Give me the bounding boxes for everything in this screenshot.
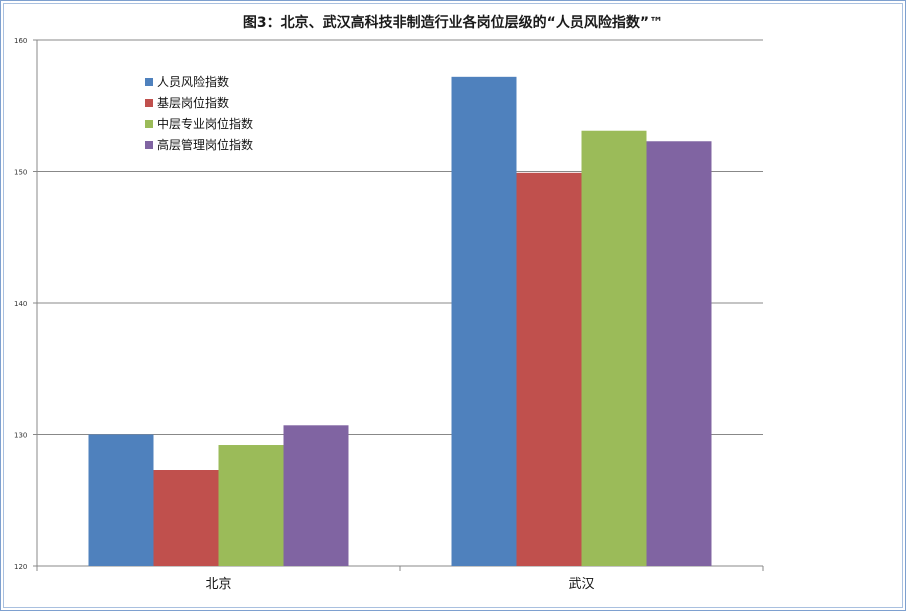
y-tick-label: 150 bbox=[14, 169, 27, 177]
legend-swatch bbox=[145, 99, 153, 107]
y-tick-label: 120 bbox=[14, 563, 27, 571]
legend-entry: 基层岗位指数 bbox=[157, 95, 229, 110]
bar bbox=[451, 76, 517, 566]
y-tick-label: 160 bbox=[14, 37, 27, 45]
bars bbox=[88, 76, 712, 567]
bar bbox=[88, 434, 154, 566]
y-tick-label: 130 bbox=[14, 432, 27, 440]
legend-entry: 人员风险指数 bbox=[157, 74, 229, 89]
plot-border bbox=[3, 3, 903, 608]
x-tick-label: 武汉 bbox=[568, 577, 594, 592]
tick-labels: 120 130 140 150 160 北京 武汉 bbox=[14, 37, 595, 592]
bar bbox=[153, 470, 219, 566]
bar bbox=[581, 130, 647, 567]
bar bbox=[646, 141, 712, 566]
bar bbox=[218, 445, 284, 566]
legend-swatch bbox=[145, 120, 153, 128]
legend-entry: 高层管理岗位指数 bbox=[157, 137, 253, 152]
legend-swatch bbox=[145, 141, 153, 149]
bar bbox=[283, 425, 349, 566]
bar bbox=[516, 172, 582, 566]
legend-entry: 中层专业岗位指数 bbox=[157, 116, 253, 131]
chart-title: 图3：北京、武汉高科技非制造行业各岗位层级的“人员风险指数”™ bbox=[242, 15, 664, 31]
x-tick-label: 北京 bbox=[205, 577, 231, 592]
y-tick-label: 140 bbox=[14, 300, 27, 308]
legend-swatch bbox=[145, 78, 153, 86]
